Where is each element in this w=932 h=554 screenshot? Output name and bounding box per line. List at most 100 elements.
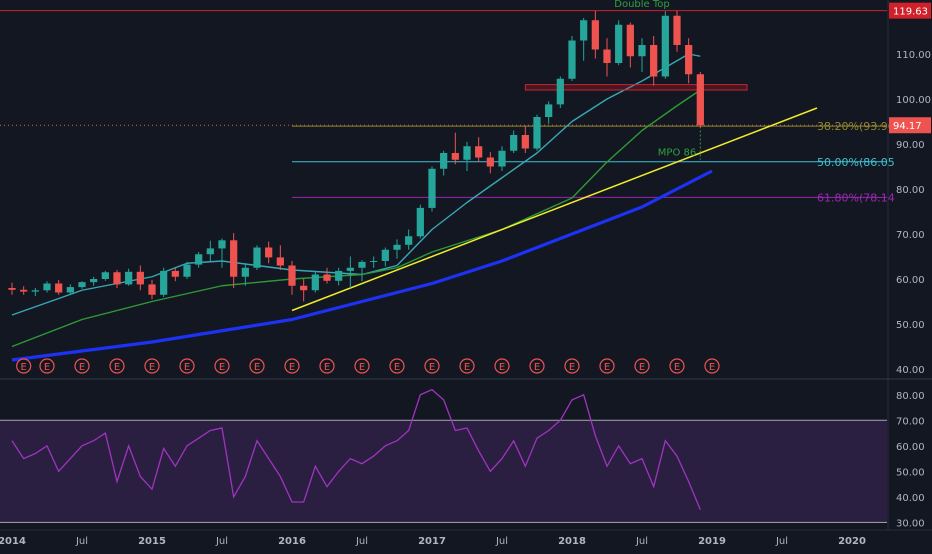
earnings-marker-6 <box>214 358 230 374</box>
earnings-marker-label-18: E <box>639 362 645 373</box>
candle-body-21 <box>253 247 261 268</box>
candle-body-10 <box>125 271 133 285</box>
price-tick-label-5: 90.00 <box>896 140 925 151</box>
earnings-marker-label-17: E <box>604 362 610 373</box>
earnings-marker-5 <box>179 358 195 374</box>
candle-body-58 <box>685 45 693 75</box>
support-trendline <box>291 107 818 312</box>
candle-body-28 <box>335 270 343 281</box>
earnings-marker-label-16: E <box>569 362 575 373</box>
earnings-marker-16 <box>564 358 580 374</box>
earnings-marker-17 <box>599 358 615 374</box>
rsi-line <box>11 388 701 510</box>
moving-average-ma_blue <box>11 169 713 362</box>
candle-body-13 <box>160 270 168 295</box>
candle-body-42 <box>498 150 506 167</box>
rsi-tick-label-3: 60.00 <box>896 442 925 453</box>
earnings-marker-0 <box>16 358 32 374</box>
candle-body-6 <box>78 282 86 288</box>
candle-body-8 <box>101 272 109 279</box>
time-tick-label-1: Jul <box>75 536 88 547</box>
candle-body-36 <box>428 168 436 208</box>
price-flag-1 <box>889 117 931 134</box>
candle-body-1 <box>20 289 28 292</box>
earnings-marker-label-2: E <box>79 362 85 373</box>
candle-body-50 <box>591 20 599 50</box>
price-flag-0 <box>889 2 931 19</box>
earnings-marker-14 <box>494 358 510 374</box>
candle-body-47 <box>556 78 564 105</box>
fib-level-label-0: 38.20%(93.96 <box>817 120 895 133</box>
candle-body-59 <box>696 74 704 126</box>
candle-body-39 <box>463 146 471 160</box>
price-flag-label-0: 119.63 <box>893 7 928 18</box>
earnings-marker-19 <box>669 358 685 374</box>
fib-level-label-1: 50.00%(86.05 <box>817 156 895 169</box>
candle-body-45 <box>533 117 541 149</box>
candle-body-51 <box>603 49 611 63</box>
earnings-marker-label-12: E <box>429 362 435 373</box>
annotation-0: Double Top <box>614 0 670 10</box>
earnings-marker-label-9: E <box>324 362 330 373</box>
earnings-marker-label-14: E <box>499 362 505 373</box>
candle-body-31 <box>370 261 378 262</box>
candle-body-32 <box>381 249 389 261</box>
candle-body-44 <box>521 135 529 149</box>
time-tick-label-12: 2020 <box>838 536 866 547</box>
rsi-tick-label-0: 30.00 <box>896 518 925 529</box>
rsi-tick-label-4: 70.00 <box>896 416 925 427</box>
time-tick-label-5: Jul <box>355 536 368 547</box>
price-tick-label-0: 40.00 <box>896 365 925 376</box>
earnings-marker-label-19: E <box>674 362 680 373</box>
candle-body-30 <box>358 261 366 268</box>
rsi-tick-label-5: 80.00 <box>896 391 925 402</box>
candle-body-52 <box>615 24 623 63</box>
candle-body-25 <box>300 285 308 291</box>
moving-average-ma_green <box>11 89 701 348</box>
candle-body-14 <box>171 270 179 277</box>
earnings-marker-12 <box>424 358 440 374</box>
candle-body-17 <box>206 248 214 255</box>
earnings-marker-7 <box>249 358 265 374</box>
earnings-marker-label-13: E <box>464 362 470 373</box>
time-tick-label-6: 2017 <box>418 536 446 547</box>
earnings-marker-label-8: E <box>289 362 295 373</box>
moving-average-ma_teal <box>11 53 701 316</box>
fib-level-label-2: 61.80%(78.14 <box>817 191 895 204</box>
price-pane: 38.20%(93.96 50.00%(86.05 61.80%(78.14 Doub… <box>0 0 895 374</box>
candle-body-15 <box>183 264 191 277</box>
earnings-marker-label-7: E <box>254 362 260 373</box>
time-tick-label-7: Jul <box>495 536 508 547</box>
earnings-marker-1 <box>39 358 55 374</box>
earnings-marker-13 <box>459 358 475 374</box>
neckline-zone <box>524 84 748 91</box>
candle-body-40 <box>475 146 483 158</box>
time-tick-label-10: 2019 <box>698 536 726 547</box>
rsi-band-fill <box>0 420 887 523</box>
earnings-marker-label-1: E <box>44 362 50 373</box>
candle-body-43 <box>510 135 518 151</box>
candle-body-41 <box>486 157 494 167</box>
time-tick-label-3: Jul <box>215 536 228 547</box>
earnings-marker-label-5: E <box>184 362 190 373</box>
candle-body-49 <box>580 20 588 41</box>
time-tick-label-8: 2018 <box>558 536 586 547</box>
earnings-marker-label-20: E <box>709 362 715 373</box>
rsi-pane <box>0 388 887 524</box>
earnings-marker-label-0: E <box>21 362 27 373</box>
time-tick-label-9: Jul <box>635 536 648 547</box>
earnings-marker-label-15: E <box>534 362 540 373</box>
candle-body-9 <box>113 272 121 285</box>
price-tick-label-1: 50.00 <box>896 320 925 331</box>
earnings-marker-3 <box>109 358 125 374</box>
candle-body-34 <box>405 236 413 245</box>
candle-body-24 <box>288 265 296 286</box>
candle-body-11 <box>136 271 144 285</box>
candle-body-48 <box>568 40 576 79</box>
time-tick-label-0: 2014 <box>0 536 26 547</box>
candle-body-4 <box>55 283 63 293</box>
candle-body-20 <box>241 267 249 277</box>
